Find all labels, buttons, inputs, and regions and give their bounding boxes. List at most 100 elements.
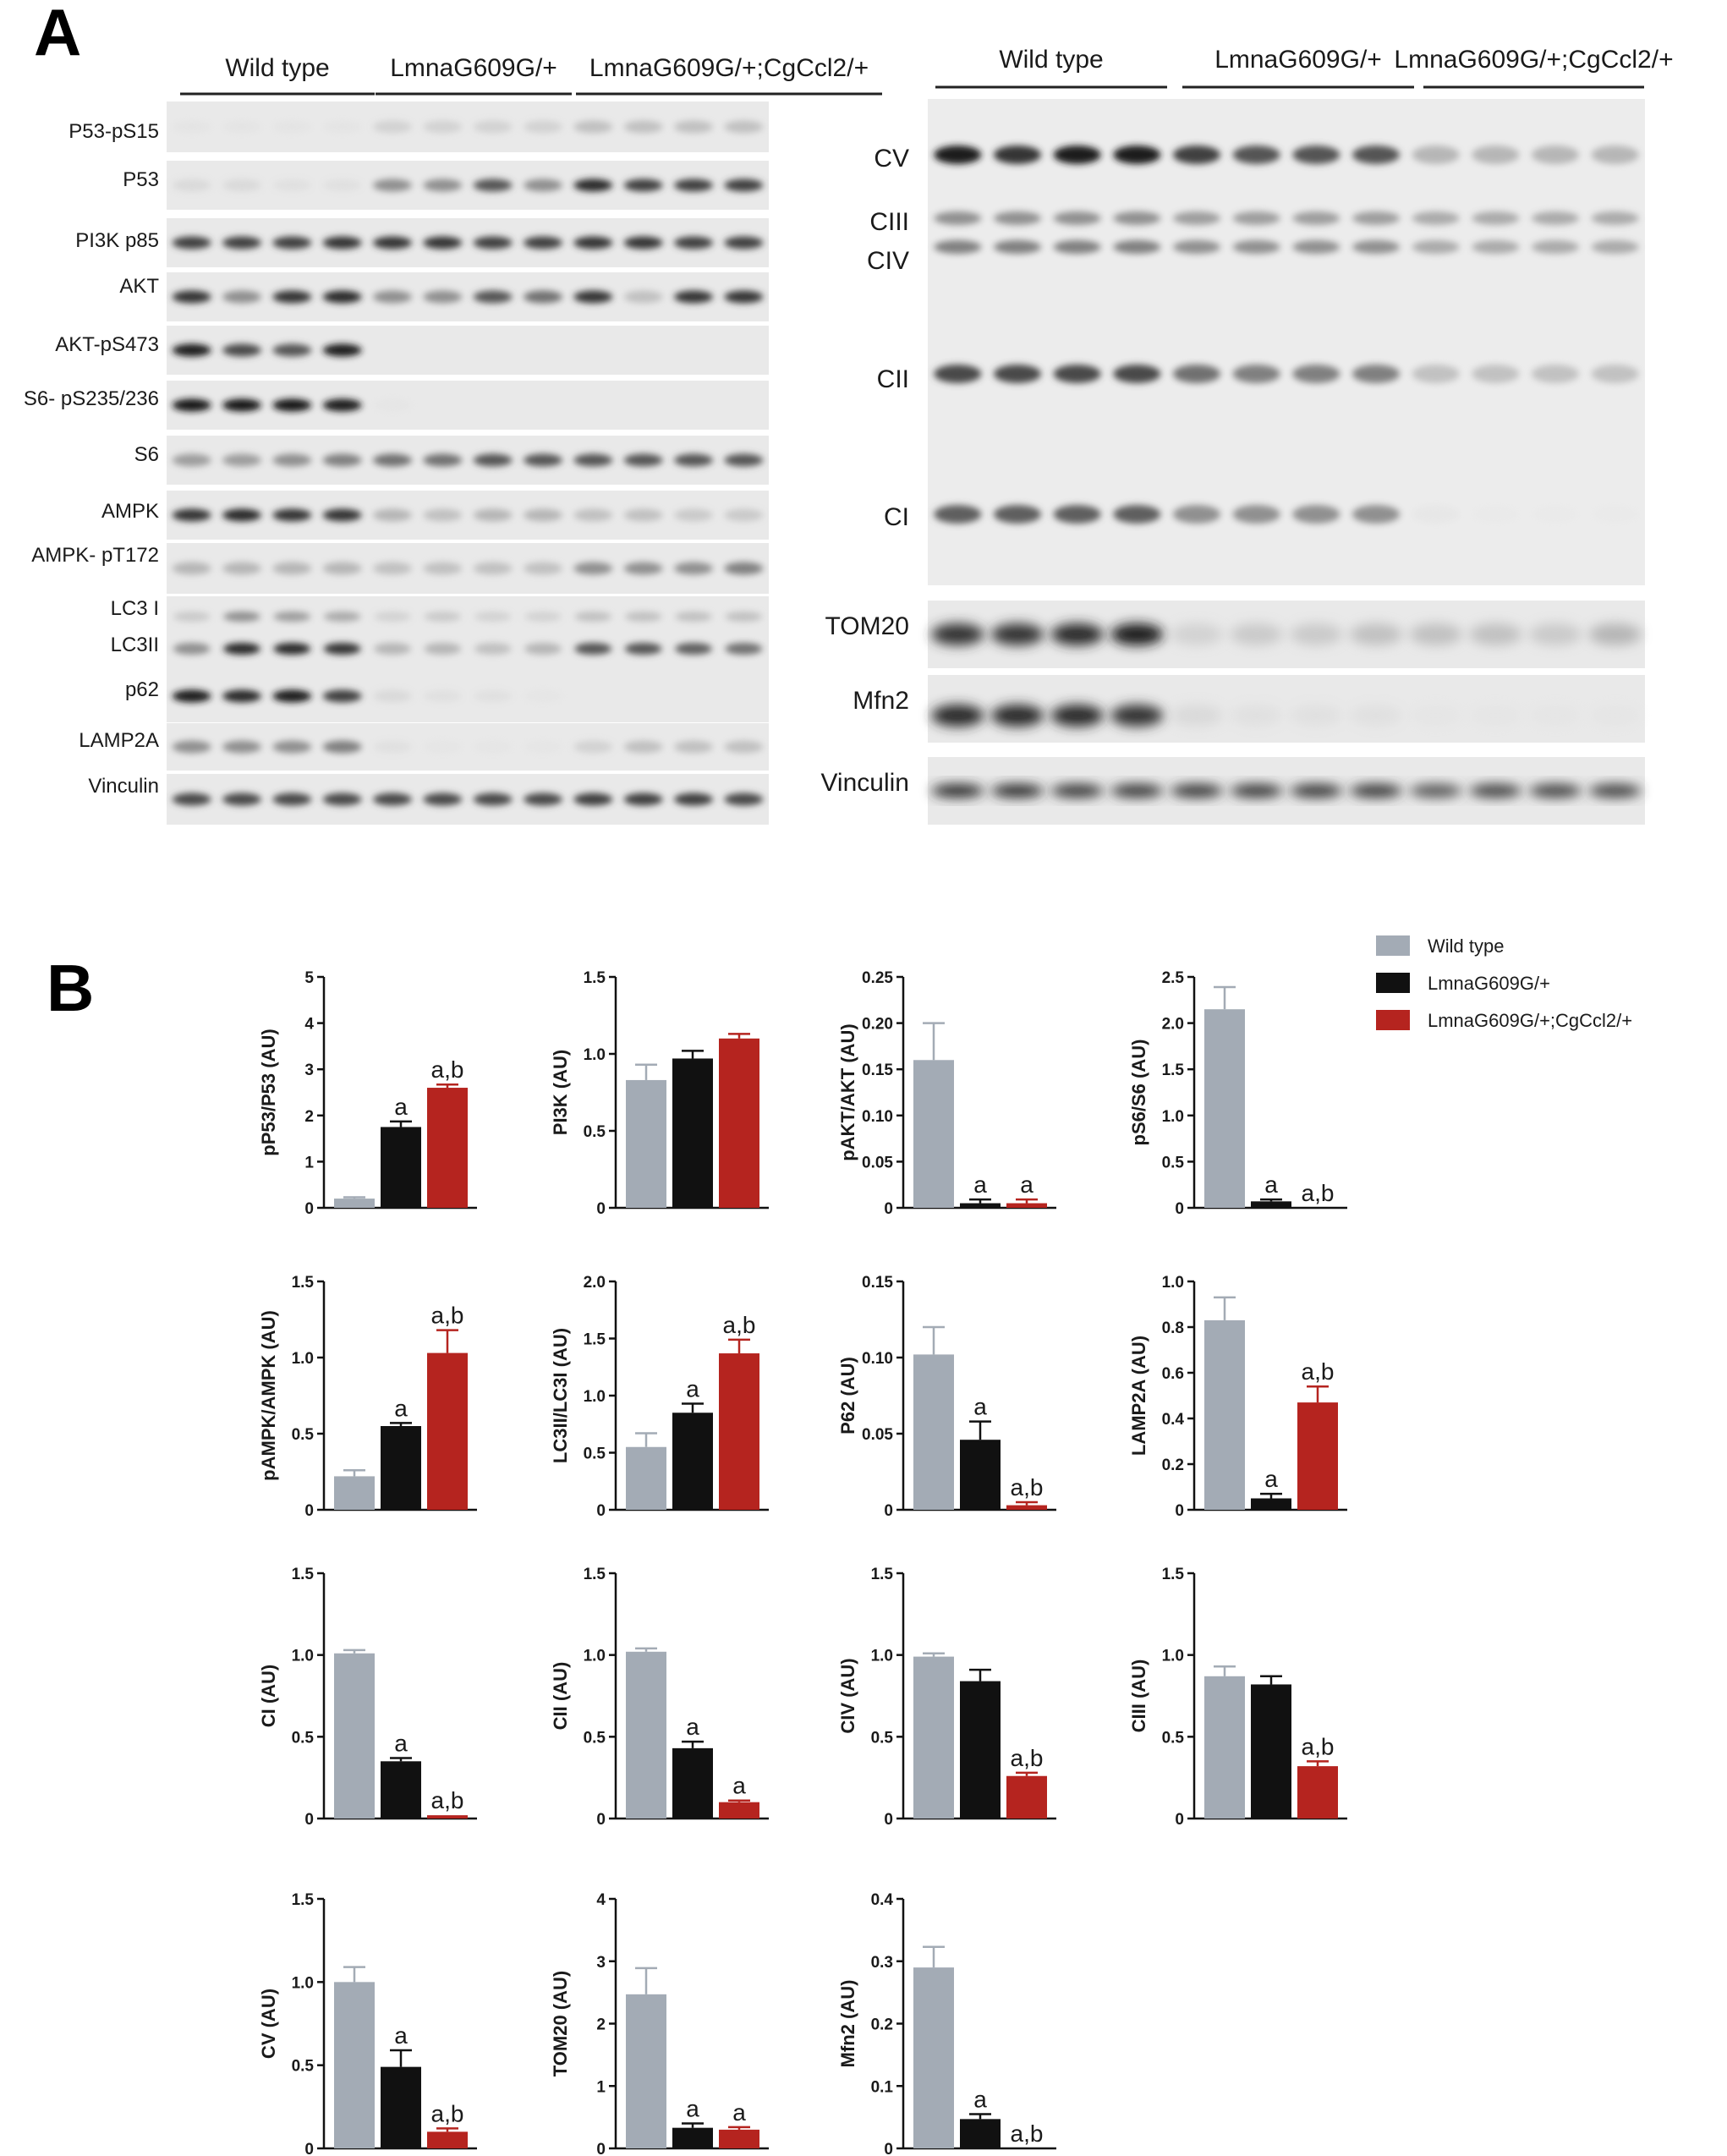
complex-label-ci: CI [884,503,909,531]
blot-strip [167,596,769,672]
band-lane-2 [222,178,261,192]
band-cii-lane-7 [1292,365,1340,383]
y-tick-label: 1.0 [871,1648,893,1665]
y-tick-label: 1.0 [292,1974,314,1992]
y-tick-label: 0.5 [292,1426,315,1444]
band-cv-lane-9 [1412,145,1460,164]
y-tick-label: 0 [884,2141,893,2156]
band-cii-lane-2 [994,365,1041,383]
band-lane-10 [623,120,663,134]
blot-row-akt [167,272,769,321]
blot-label-right-2: Mfn2 [853,687,909,715]
band-civ-lane-1 [934,240,982,254]
bar-1 [913,1967,954,2148]
band-lane-9 [574,612,612,622]
bar-2 [1251,1684,1291,1819]
bar-3 [1006,1203,1047,1208]
band-lane-2 [222,236,261,250]
band-lane-8 [524,612,562,622]
blot-strip [928,757,1645,825]
y-tick-label: 1.0 [1162,1648,1184,1665]
legend-swatch [1376,1010,1410,1030]
blot-label-left-8: AMPK [101,500,159,523]
band-lane-7 [1290,623,1343,645]
band-lane-11 [674,453,713,467]
band-cii-lane-8 [1352,365,1400,383]
band-civ-lane-7 [1292,240,1340,254]
band-cv-lane-4 [1113,145,1161,164]
band-lane-7 [473,562,513,575]
band-lane-1 [172,689,211,703]
band-lane-4 [322,343,362,357]
blot-strip [167,326,769,375]
band-lane-7 [474,612,512,622]
blot-row-p62 [167,670,769,722]
y-tick-label: 1.0 [584,1388,606,1406]
significance-label-3: a,b [1302,1733,1335,1759]
bar-chart-grid: 0 1 2 3 4 5 pP53/P53 (AU) a a,b 0 0.5 1.0 1.5 PI3K (A… [258,969,1347,2156]
band-lane-4 [323,643,361,655]
band-lane-8 [1350,623,1402,645]
band-lane-5 [373,120,412,134]
band-lane-8 [524,290,562,304]
bar-3 [427,1815,468,1819]
y-tick-label: 0 [304,2141,314,2156]
y-tick-label: 0.05 [862,1154,893,1171]
blot-row-vinculin-right [928,757,1645,825]
chart-13: 0 0.5 1.0 1.5 CV (AU) a a,b [258,1891,477,2156]
bar-3 [1297,1766,1338,1819]
blot-strip [167,723,769,771]
band-lane-12 [724,236,764,250]
band-lane-7 [473,178,513,192]
band-lane-7 [473,236,513,250]
significance-label-3: a,b [723,1312,756,1338]
legend-item-1: Wild type [1376,935,1504,957]
y-tick-label: 1.0 [292,1648,314,1665]
band-civ-lane-10 [1472,240,1520,254]
band-lane-12 [724,290,764,304]
blot-strip [167,774,769,825]
y-tick-label: 0.10 [862,1108,893,1126]
complex-label-cii: CII [877,365,909,393]
band-lane-4 [322,689,362,703]
y-tick-label: 1.5 [871,1566,894,1583]
band-cii-lane-12 [1591,365,1639,383]
band-civ-lane-9 [1412,240,1460,254]
bar-3 [719,2129,759,2148]
bar-2 [960,1440,1001,1510]
blot-strip [928,601,1645,668]
band-lane-6 [423,178,463,192]
y-tick-label: 1 [304,1154,314,1171]
y-tick-label: 1.5 [292,1274,315,1292]
bar-2 [672,1413,713,1510]
y-axis-label: TOM20 (AU) [550,1971,571,2077]
y-tick-label: 0.1 [871,2078,894,2096]
band-lane-7 [473,120,513,134]
band-lane-11 [674,793,713,806]
band-lane-1 [172,343,211,357]
band-ciii-lane-10 [1472,211,1520,225]
band-ci-lane-11 [1532,505,1579,524]
band-lane-6 [423,453,463,467]
band-ci-lane-12 [1591,505,1639,524]
significance-label-2: a [973,2086,987,2112]
band-lane-11 [675,643,712,655]
band-lane-3 [273,643,311,655]
group-header-left-1: Wild type [225,54,329,82]
band-lane-2 [223,643,260,655]
band-lane-2 [223,612,260,622]
band-lane-6 [423,689,463,703]
y-tick-label: 0.5 [584,1446,606,1463]
band-ciii-lane-5 [1173,211,1220,225]
band-cv-lane-6 [1232,145,1280,164]
band-lane-10 [623,453,663,467]
blot-label-right-3: Vinculin [820,769,909,797]
bar-1 [334,1982,375,2148]
blot-row-mfn2-right [928,675,1645,743]
bar-3 [719,1353,759,1510]
y-tick-label: 0.3 [871,1954,893,1972]
y-tick-label: 0.25 [862,969,893,987]
band-lane-4 [322,178,362,192]
band-lane-3 [1050,784,1104,798]
band-ciii-lane-8 [1352,211,1400,225]
